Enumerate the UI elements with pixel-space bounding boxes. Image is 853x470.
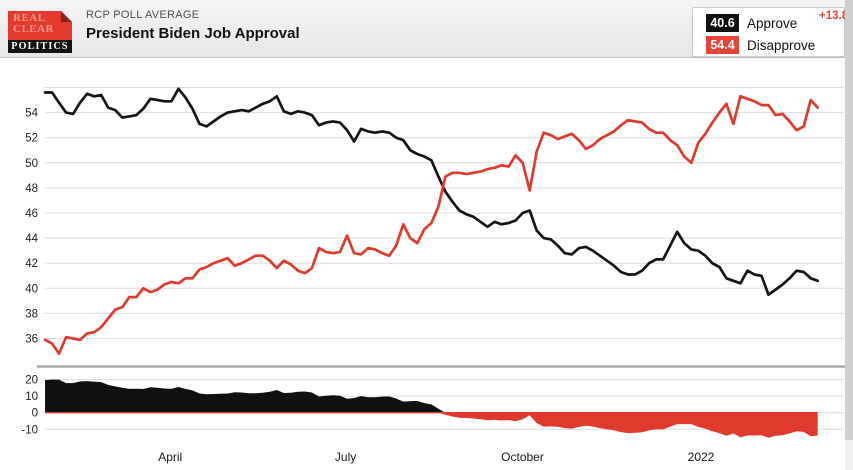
approve-label: Approve xyxy=(747,15,798,31)
y-axis-tick-label: 50 xyxy=(25,158,38,170)
y-axis-tick-label: 40 xyxy=(25,283,38,295)
legend-item-disapprove: 54.4 Disapprove xyxy=(706,36,815,54)
kicker: RCP POLL AVERAGE xyxy=(86,9,200,21)
spread-value: +13.8 xyxy=(819,10,849,22)
spread-positive-area xyxy=(45,379,818,413)
y-axis-tick-label: 44 xyxy=(25,233,38,245)
logo-band: POLITICS xyxy=(8,40,72,53)
y-axis-tick-label: 10 xyxy=(25,391,38,403)
y-axis-tick-label: 36 xyxy=(25,334,38,346)
x-axis-tick-label: April xyxy=(158,450,182,464)
y-axis-tick-label: 52 xyxy=(25,133,38,145)
scrollbar-thumb[interactable] xyxy=(845,0,853,440)
legend-item-approve: 40.6 Approve xyxy=(706,14,797,32)
rcp-logo[interactable]: REAL CLEAR POLITICS xyxy=(8,11,72,53)
y-axis-tick-label: 42 xyxy=(25,258,38,270)
y-axis-tick-label: 48 xyxy=(25,183,38,195)
y-axis-tick-label: 0 xyxy=(32,408,38,420)
x-axis-tick-label: 2022 xyxy=(688,450,715,464)
header: REAL CLEAR POLITICS RCP POLL AVERAGE Pre… xyxy=(0,0,853,58)
disapprove-value-badge: 54.4 xyxy=(706,36,739,54)
y-axis-tick-label: 54 xyxy=(25,108,38,120)
approve-value-badge: 40.6 xyxy=(706,14,739,32)
page-title: President Biden Job Approval xyxy=(86,25,300,42)
y-axis-tick-label: 46 xyxy=(25,208,38,220)
disapprove-label: Disapprove xyxy=(747,37,816,53)
y-axis-tick-label: 20 xyxy=(25,375,38,387)
spread-negative-area xyxy=(45,412,818,438)
disapprove-line xyxy=(43,94,820,355)
y-axis-tick-label: 38 xyxy=(25,308,38,320)
x-axis-tick-label: July xyxy=(335,450,356,464)
legend: 40.6 Approve 54.4 Disapprove +13.8 xyxy=(692,7,849,57)
y-axis-tick-label: -10 xyxy=(21,424,38,436)
approve-line xyxy=(43,87,820,296)
logo-fold-shadow xyxy=(61,11,72,22)
logo-text: REAL CLEAR xyxy=(13,12,55,35)
x-axis-tick-label: October xyxy=(501,450,544,464)
